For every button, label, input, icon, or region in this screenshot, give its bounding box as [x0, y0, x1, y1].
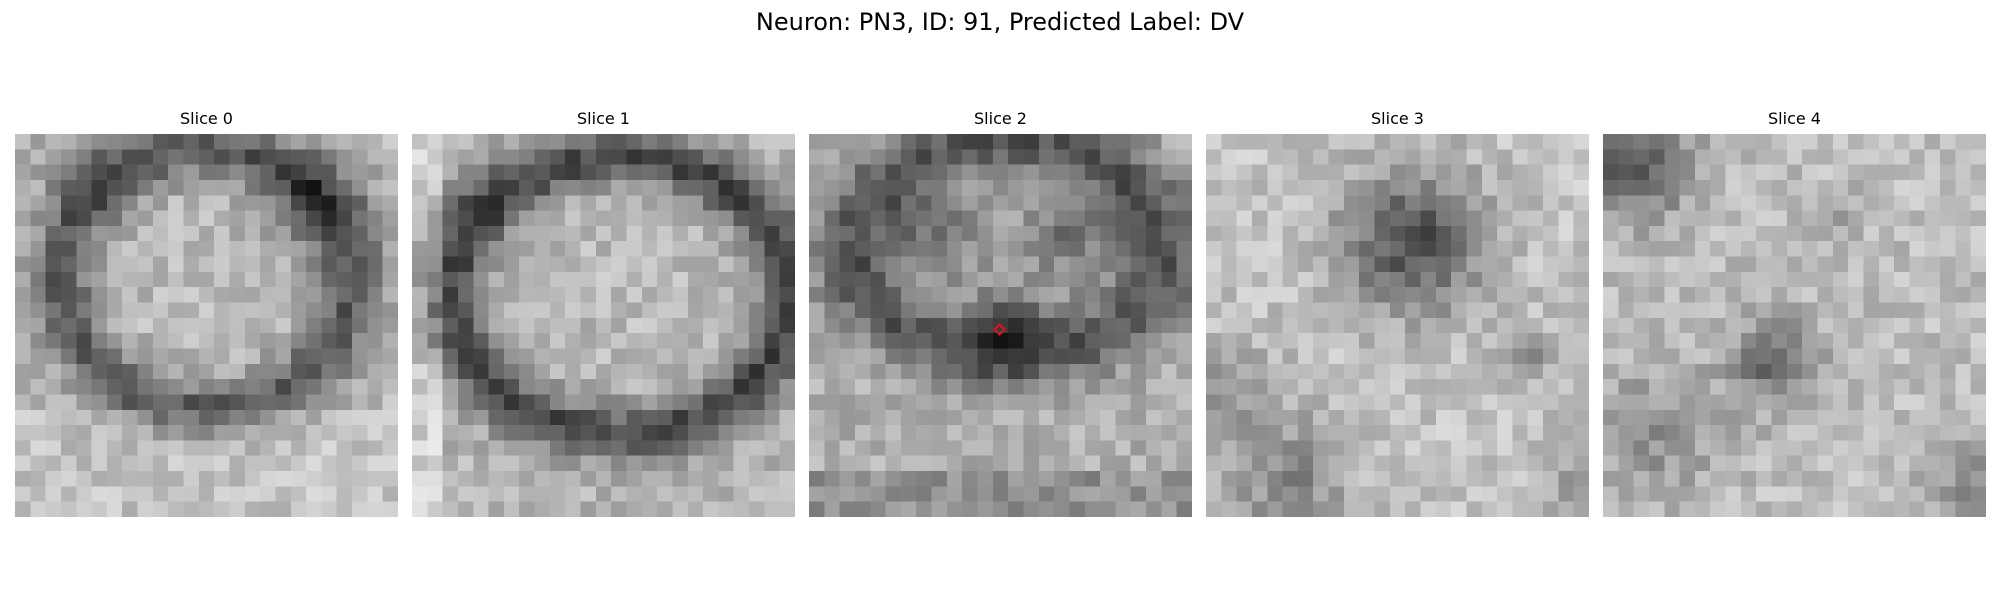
slice-title-3: Slice 3 — [1206, 108, 1589, 130]
slice-image-3 — [1206, 134, 1589, 517]
slice-image-4 — [1603, 134, 1986, 517]
slice-image-0 — [15, 134, 398, 517]
slice-title-2: Slice 2 — [809, 108, 1192, 130]
figure-title: Neuron: PN3, ID: 91, Predicted Label: DV — [0, 6, 2000, 38]
slice-title-0: Slice 0 — [15, 108, 398, 130]
slice-image-1 — [412, 134, 795, 517]
slice-title-1: Slice 1 — [412, 108, 795, 130]
slice-title-4: Slice 4 — [1603, 108, 1986, 130]
